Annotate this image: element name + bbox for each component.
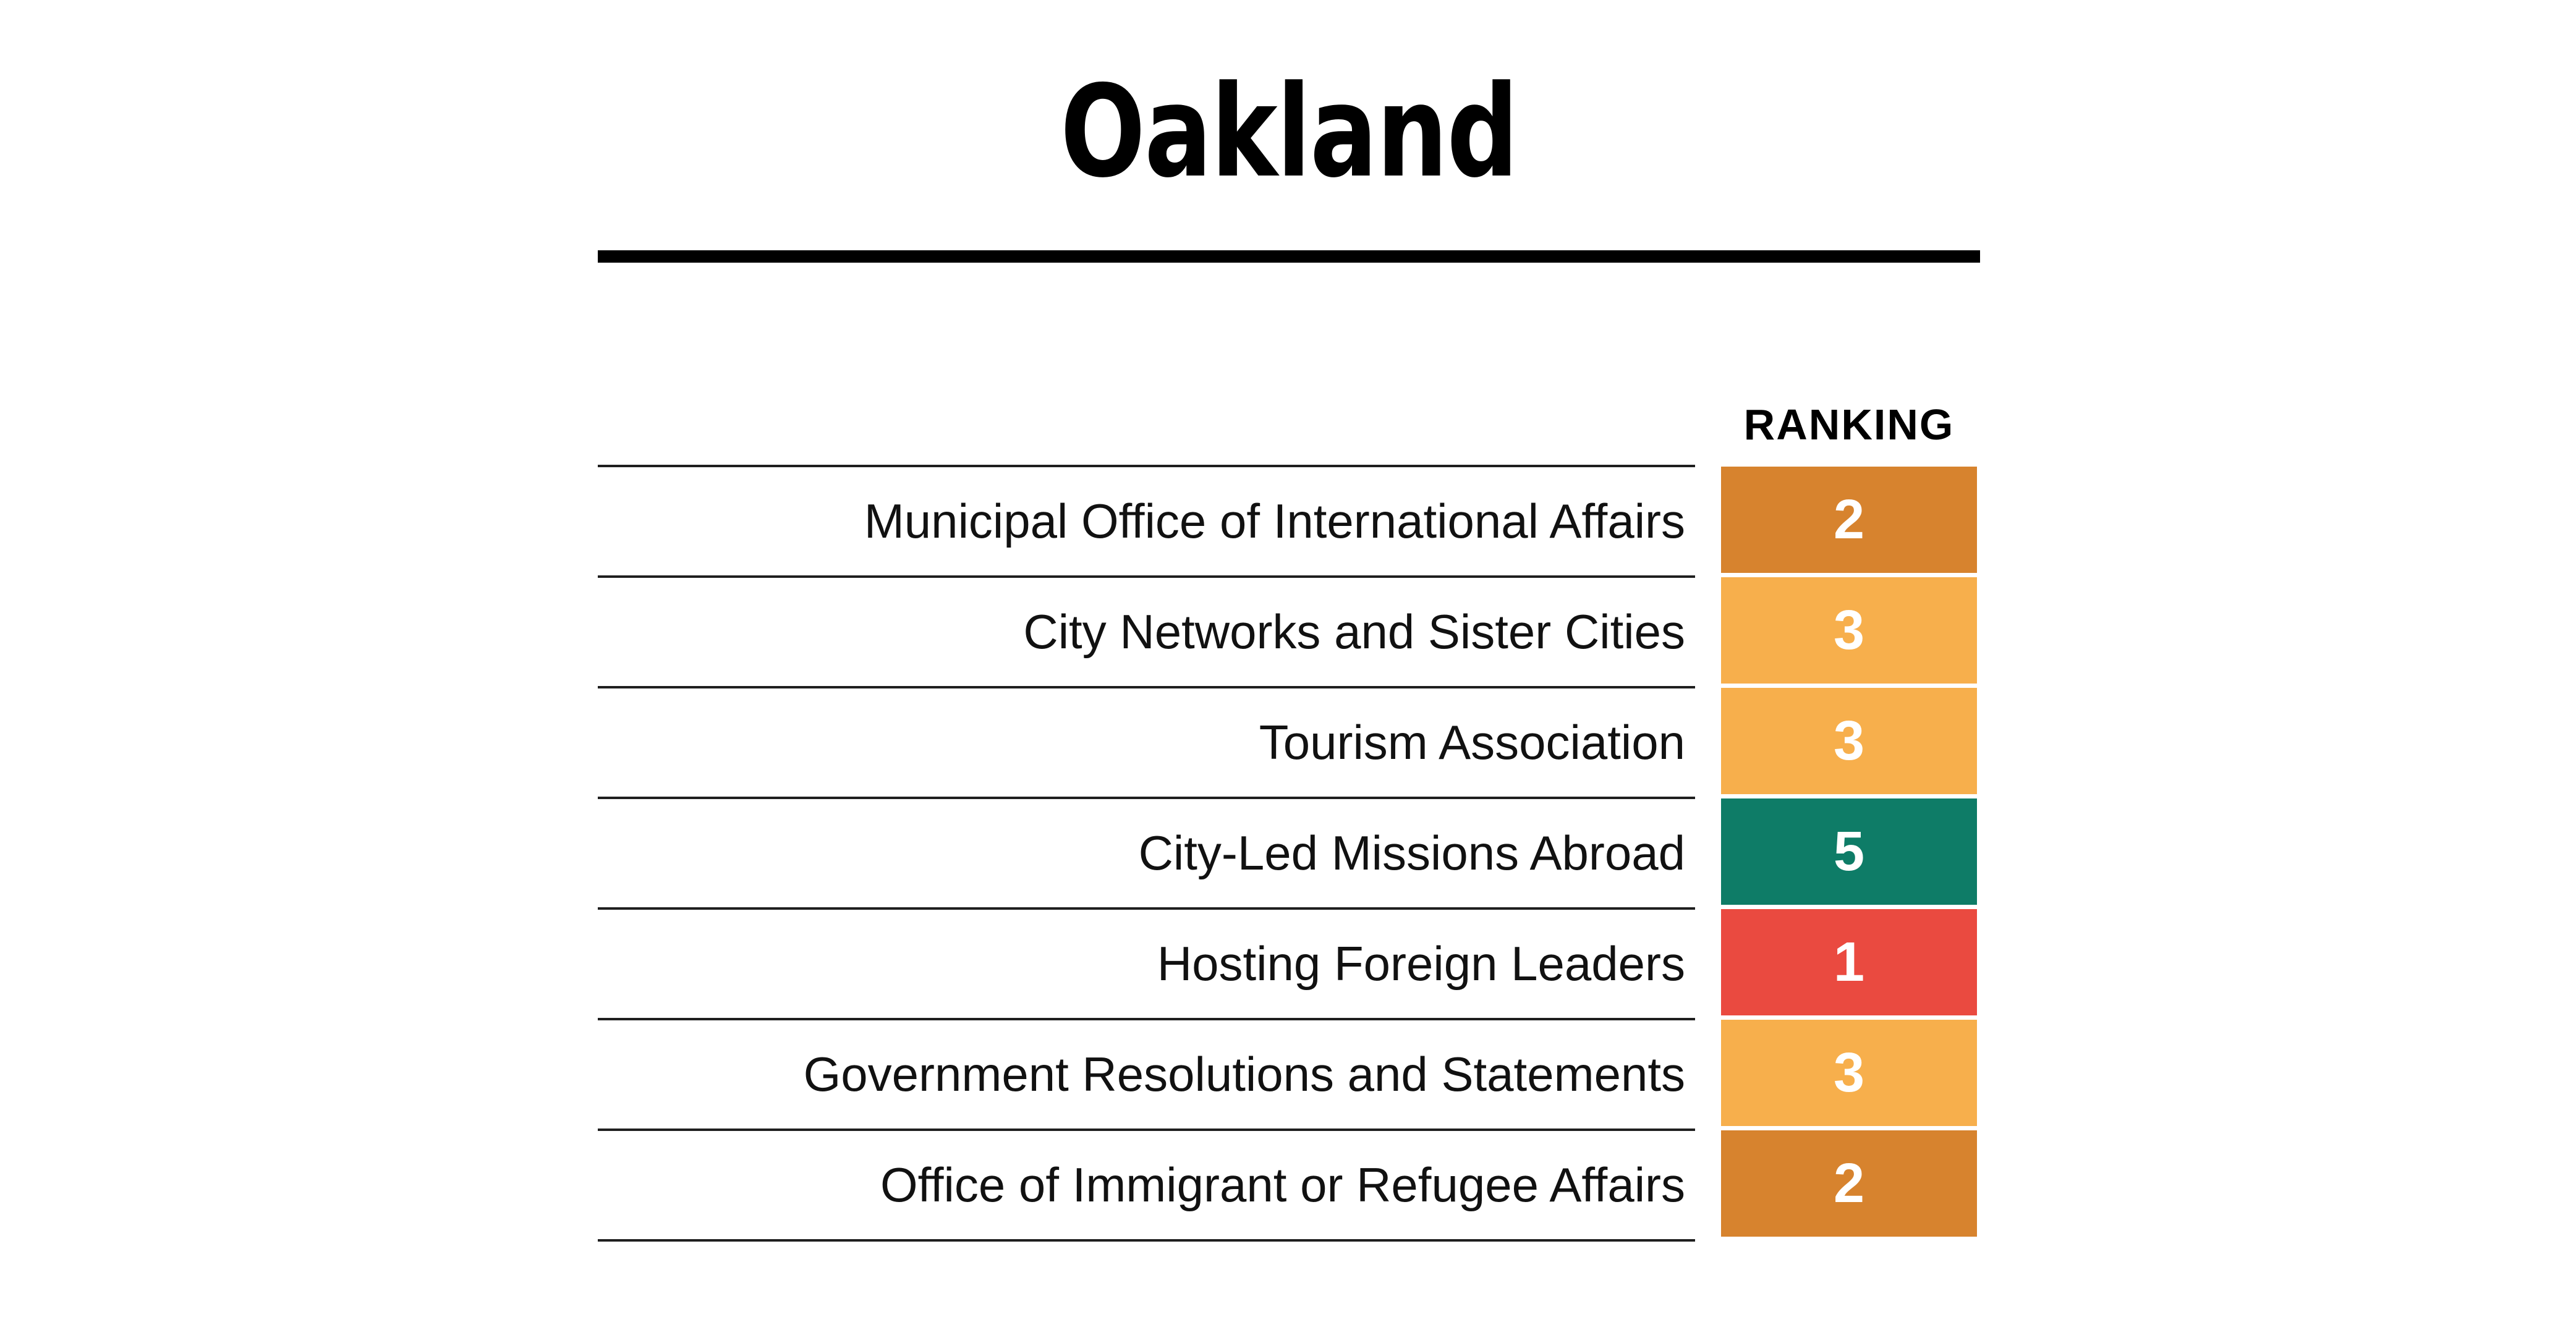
row-label: City-Led Missions Abroad [598, 797, 1695, 907]
table-row: Hosting Foreign Leaders 1 [598, 907, 1977, 1018]
rank-cell: 1 [1721, 909, 1977, 1015]
chart-title: Oakland [1060, 59, 1518, 206]
table-row: City Networks and Sister Cities 3 [598, 575, 1977, 686]
ranking-column-header: RANKING [1743, 400, 1955, 449]
rank-cell: 3 [1721, 1020, 1977, 1126]
rank-value: 2 [1833, 1153, 1865, 1214]
table-row: Municipal Office of International Affair… [598, 465, 1977, 575]
table-row: Tourism Association 3 [598, 686, 1977, 797]
table-bottom-rule [598, 1239, 1695, 1242]
rank-value: 1 [1833, 931, 1865, 993]
row-label: Tourism Association [598, 686, 1695, 797]
table-row: City-Led Missions Abroad 5 [598, 797, 1977, 907]
row-label: Hosting Foreign Leaders [598, 907, 1695, 1018]
table-row: Office of Immigrant or Refugee Affairs 2 [598, 1129, 1977, 1239]
rank-value: 3 [1833, 710, 1865, 772]
rank-cell: 2 [1721, 467, 1977, 573]
rank-cell: 2 [1721, 1130, 1977, 1237]
rank-value: 3 [1833, 599, 1865, 661]
title-rule [598, 250, 1980, 263]
row-label: Municipal Office of International Affair… [598, 465, 1695, 575]
table-row: Government Resolutions and Statements 3 [598, 1018, 1977, 1129]
rank-value: 3 [1833, 1042, 1865, 1104]
ranking-table: Municipal Office of International Affair… [598, 465, 1977, 1242]
rank-value: 5 [1833, 821, 1865, 883]
rank-cell: 3 [1721, 577, 1977, 684]
row-label: City Networks and Sister Cities [598, 575, 1695, 686]
rank-cell: 3 [1721, 688, 1977, 794]
row-label: Office of Immigrant or Refugee Affairs [598, 1129, 1695, 1239]
rank-value: 2 [1833, 489, 1865, 551]
row-label: Government Resolutions and Statements [598, 1018, 1695, 1129]
rank-cell: 5 [1721, 798, 1977, 905]
